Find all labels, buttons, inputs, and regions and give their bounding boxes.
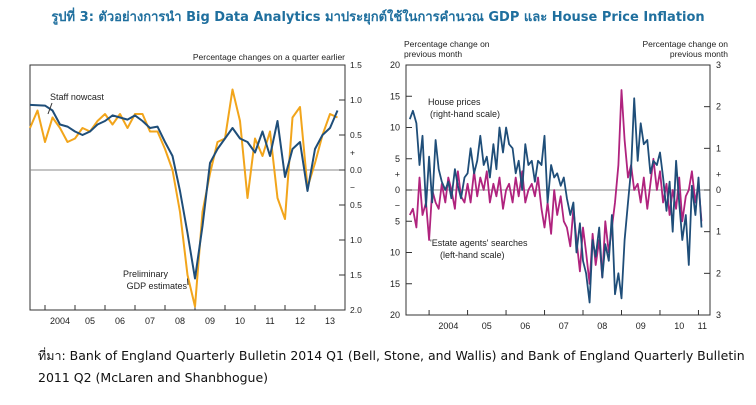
y-left-tick-label: 5 xyxy=(395,154,400,164)
plot-frame xyxy=(29,64,346,311)
y-tick-label: + xyxy=(350,148,355,158)
annotation-pointer xyxy=(47,102,53,115)
y-right-tick-label: 0 xyxy=(716,185,721,195)
y-right-tick-label: + xyxy=(716,169,721,179)
annotation-staff-nowcast: Staff nowcast xyxy=(50,92,104,102)
y-tick-label: 1.0 xyxy=(350,235,362,245)
x-tick-label: 09 xyxy=(636,321,646,331)
annotation-lhs: (left-hand scale) xyxy=(440,250,505,260)
y-left-tick-label: 10 xyxy=(390,123,400,133)
y-right-tick-label: 2 xyxy=(716,102,721,112)
y-left-tick-label: + xyxy=(395,169,400,179)
y-tick-label: 0.0 xyxy=(350,165,362,175)
source-note: ที่มา: Bank of England Quarterly Bulleti… xyxy=(38,348,745,385)
y-left-tick-label: 20 xyxy=(390,60,400,70)
y-tick-label: 2.0 xyxy=(350,305,362,315)
y-right-tick-label: 2 xyxy=(716,268,721,278)
series-line xyxy=(29,103,339,280)
x-tick-label: 07 xyxy=(145,316,155,326)
right-axis-label-line1: Percentage change on xyxy=(642,39,728,49)
right-axis-label-line2: previous month xyxy=(670,49,728,59)
y-tick-label: 1.0 xyxy=(350,95,362,105)
y-tick-label: − xyxy=(350,183,355,193)
annotation-rhs: (right-hand scale) xyxy=(430,109,500,119)
gdp-nowcast-chart: Percentage changes on a quarter earlier 1… xyxy=(29,52,362,326)
y-left-tick-label: 15 xyxy=(390,279,400,289)
annotation-house-prices: House prices xyxy=(428,97,481,107)
x-tick-label: 10 xyxy=(235,316,245,326)
y-right-tick-label: 3 xyxy=(716,60,721,70)
annotation-searches: 'Estate agents' searches xyxy=(430,238,528,248)
y-right-tick-label: 1 xyxy=(716,227,721,237)
x-tick-label: 08 xyxy=(175,316,185,326)
y-tick-label: 0.5 xyxy=(350,200,362,210)
x-tick-label: 13 xyxy=(325,316,335,326)
x-tick-label: 05 xyxy=(482,321,492,331)
left-axis-label-line2: previous month xyxy=(404,49,462,59)
x-tick-label: 06 xyxy=(520,321,530,331)
y-right-tick-label: 3 xyxy=(716,310,721,320)
series-line xyxy=(408,97,703,304)
annotation-gdp-estimates: GDP estimates xyxy=(127,281,188,291)
y-tick-label: 1.5 xyxy=(350,60,362,70)
x-tick-label: 2004 xyxy=(438,321,458,331)
y-left-tick-label: 0 xyxy=(395,185,400,195)
left-axis-label-line1: Percentage change on xyxy=(404,39,490,49)
right-axis-label: Percentage changes on a quarter earlier xyxy=(193,52,345,62)
x-tick-label: 05 xyxy=(85,316,95,326)
y-left-tick-label: 5 xyxy=(395,216,400,226)
x-tick-label: 2004 xyxy=(50,316,70,326)
x-tick-label: 10 xyxy=(674,321,684,331)
y-left-tick-label: 10 xyxy=(390,248,400,258)
y-right-tick-label: − xyxy=(716,201,721,211)
y-right-tick-label: 1 xyxy=(716,143,721,153)
figure-title: รูปที่ 3: ตัวอย่างการนำ Big Data Analyti… xyxy=(51,10,705,25)
x-tick-label: 07 xyxy=(559,321,569,331)
y-left-tick-label: 20 xyxy=(390,310,400,320)
x-tick-label: 08 xyxy=(597,321,607,331)
y-tick-label: 0.5 xyxy=(350,130,362,140)
x-tick-label: 06 xyxy=(115,316,125,326)
annotation-pointer xyxy=(187,278,189,286)
series-line xyxy=(29,88,338,308)
x-tick-label: 12 xyxy=(295,316,305,326)
x-tick-label: 11 xyxy=(265,316,274,326)
y-left-tick-label: − xyxy=(395,201,400,211)
x-tick-label: 11 xyxy=(698,321,707,331)
annotation-preliminary: Preliminary xyxy=(123,269,169,279)
x-tick-label: 09 xyxy=(205,316,215,326)
y-tick-label: 1.5 xyxy=(350,270,362,280)
y-left-tick-label: 15 xyxy=(390,91,400,101)
